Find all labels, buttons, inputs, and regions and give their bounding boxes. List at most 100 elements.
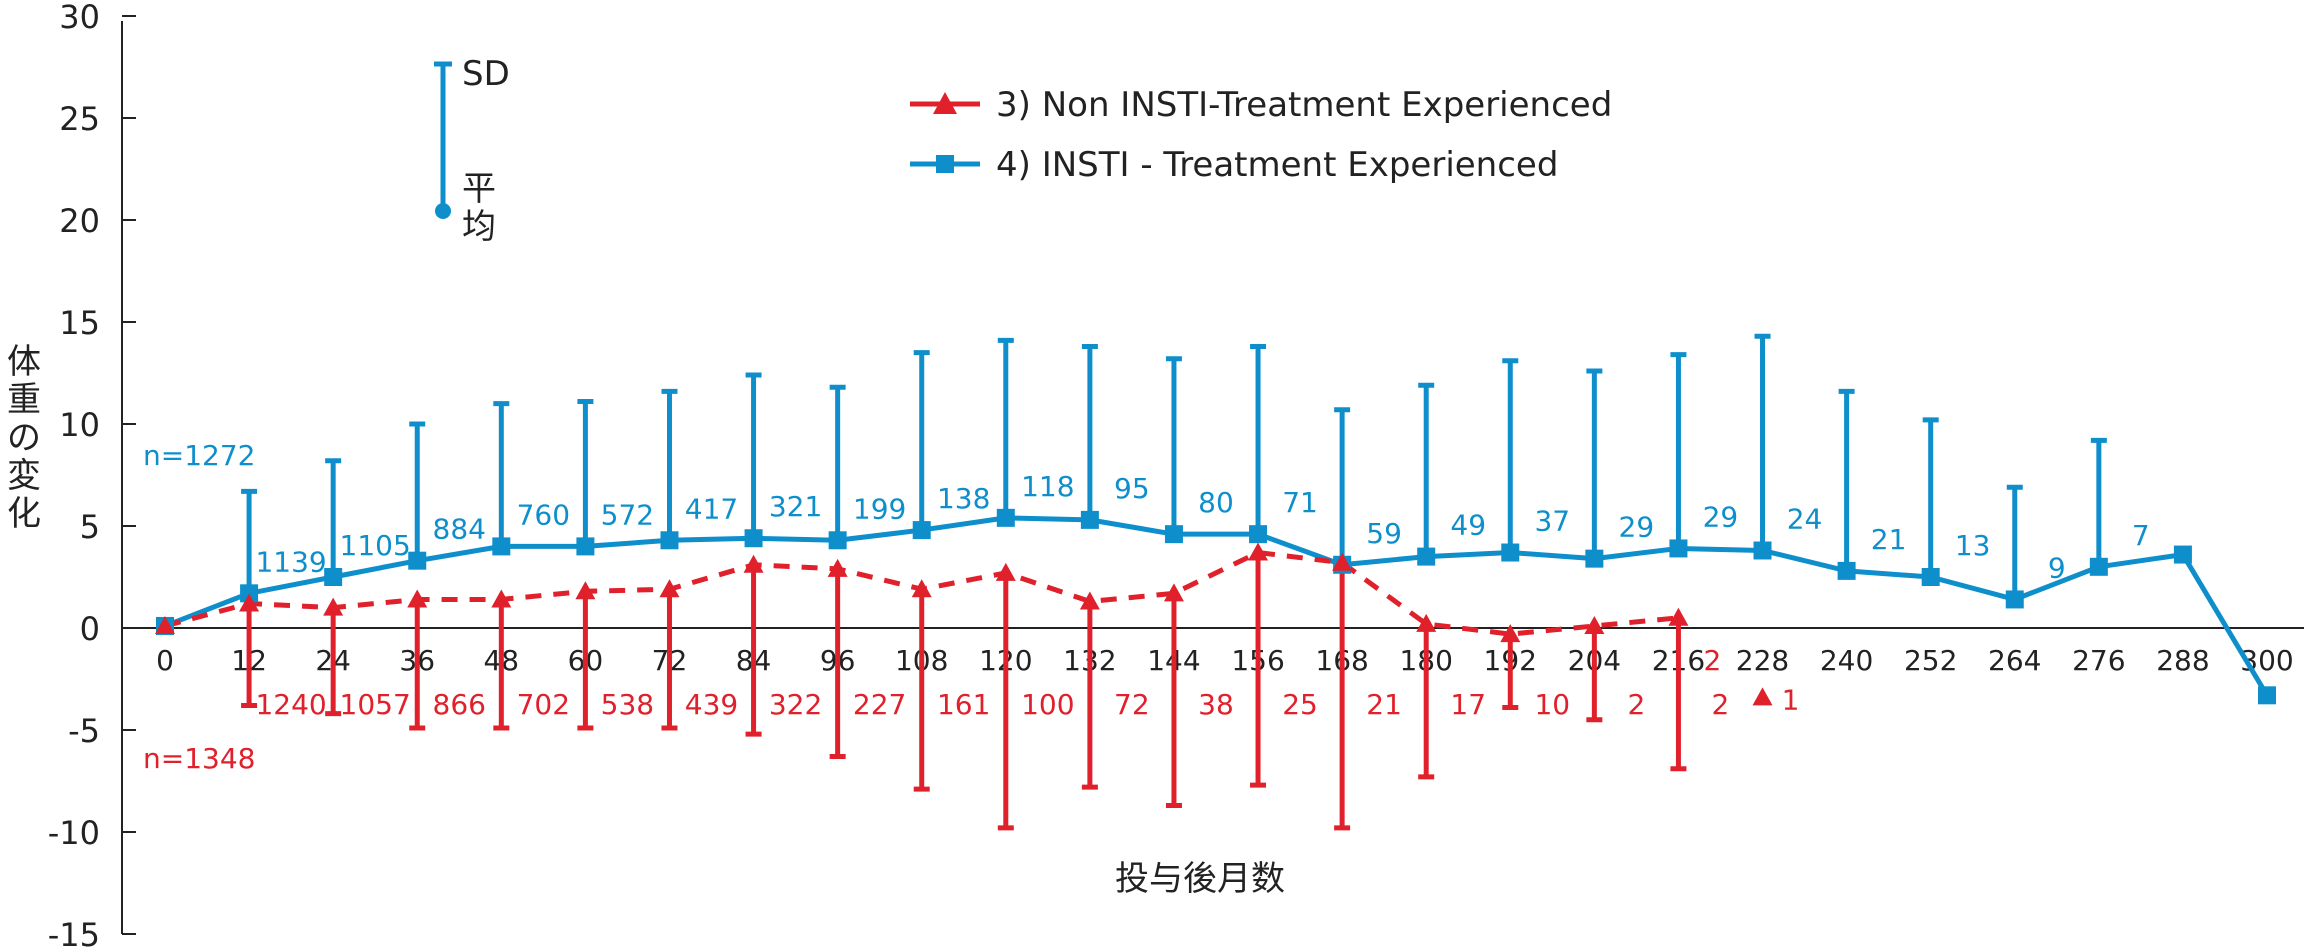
blue-count-label: 417 xyxy=(685,492,738,525)
red-triangle-marker xyxy=(911,579,932,598)
blue-count-label: 884 xyxy=(433,513,486,546)
blue-square-marker xyxy=(912,521,931,540)
y-tick-label: 30 xyxy=(59,0,100,36)
y-tick-label: -5 xyxy=(68,712,100,750)
red-triangle-marker xyxy=(1163,583,1184,602)
red-triangle-marker xyxy=(1332,552,1353,571)
blue-square-marker xyxy=(2173,545,2192,564)
blue-square-marker xyxy=(408,551,427,570)
red-triangle-marker xyxy=(1079,591,1100,610)
blue-square-marker xyxy=(1669,539,1688,558)
blue-count-label: 138 xyxy=(937,482,990,515)
red-count-label: 1240 xyxy=(255,688,326,721)
x-tick-label: 252 xyxy=(1904,644,1957,677)
red-count-label: 38 xyxy=(1198,688,1234,721)
red-count-label: 72 xyxy=(1114,688,1150,721)
red-triangle-marker-extra xyxy=(1752,687,1773,706)
blue-count-label: 1139 xyxy=(255,545,326,578)
blue-count-label: 199 xyxy=(853,492,906,525)
blue-square-marker xyxy=(660,531,679,550)
blue-square-marker xyxy=(1080,510,1099,529)
blue-square-marker xyxy=(2005,590,2024,609)
blue-square-marker xyxy=(1249,525,1268,544)
y-axis-title-char: 変 xyxy=(7,456,41,496)
blue-count-label: 59 xyxy=(1366,517,1402,550)
red-triangle-marker xyxy=(995,562,1016,581)
red-count-label: 25 xyxy=(1282,688,1318,721)
sd-legend-mean-char: 均 xyxy=(462,207,496,247)
blue-square-marker xyxy=(1585,549,1604,568)
blue-count-label: 29 xyxy=(1619,511,1655,544)
blue-count-label: 760 xyxy=(517,498,570,531)
markers-layer xyxy=(155,508,2276,706)
blue-count-label: 9 xyxy=(2048,551,2066,584)
blue-count-label: 1105 xyxy=(340,529,411,562)
red-triangle-marker xyxy=(155,615,175,634)
red-count-label: 1057 xyxy=(340,688,411,721)
x-tick-label: 0 xyxy=(156,644,174,677)
red-triangle-marker xyxy=(1500,624,1521,643)
blue-count-label: 13 xyxy=(1955,529,1991,562)
blue-square-marker xyxy=(1164,525,1183,544)
red-count-label: 10 xyxy=(1534,688,1570,721)
blue-square-marker xyxy=(744,529,763,548)
legend-label-insti: 4) INSTI - Treatment Experienced xyxy=(996,145,1558,185)
blue-square-marker xyxy=(492,537,511,556)
blue-count-label: 118 xyxy=(1021,470,1074,503)
blue-count-label: 7 xyxy=(2132,519,2150,552)
red-count-label: 2 xyxy=(1712,688,1730,721)
red-count-label: 161 xyxy=(937,688,990,721)
red-count-label: 21 xyxy=(1366,688,1402,721)
sd-legend-mean-label: 平均 xyxy=(462,169,496,247)
y-axis-title-char: 体 xyxy=(7,342,41,382)
n-label-insti: n=1272 xyxy=(143,439,255,472)
y-tick-label: -15 xyxy=(48,916,100,948)
blue-count-label: 80 xyxy=(1198,486,1234,519)
blue-square-marker xyxy=(1753,541,1772,560)
y-axis-title: 体重の変化 xyxy=(7,342,41,534)
red-triangle-marker xyxy=(1248,542,1269,561)
red-count-label-216-top: 2 xyxy=(1704,644,1722,677)
red-triangle-marker xyxy=(827,558,848,577)
red-triangle-marker xyxy=(743,554,764,573)
x-tick-label: 300 xyxy=(2240,644,2293,677)
blue-square-marker xyxy=(1921,568,1940,586)
y-tick-label: -10 xyxy=(48,814,100,852)
y-axis-title-char: 化 xyxy=(7,494,41,534)
blue-count-label: 37 xyxy=(1534,505,1570,538)
red-triangle-marker xyxy=(575,581,596,600)
sd-legend-sd-label: SD xyxy=(462,54,510,94)
y-tick-label: 0 xyxy=(80,610,100,648)
red-count-label: 439 xyxy=(685,688,738,721)
legend-label-non-insti: 3) Non INSTI-Treatment Experienced xyxy=(996,85,1612,125)
blue-count-label: 572 xyxy=(601,498,654,531)
y-tick-label: 15 xyxy=(59,304,100,342)
blue-square-marker xyxy=(324,568,343,586)
x-axis-title: 投与後月数 xyxy=(1115,859,1285,899)
red-triangle-marker xyxy=(1584,615,1605,634)
series-legend: 3) Non INSTI-Treatment Experienced 4) IN… xyxy=(910,85,1612,185)
sd-legend: SD 平均 xyxy=(434,54,510,247)
legend-square-marker xyxy=(936,155,954,173)
sd-legend-mean-char: 平 xyxy=(462,169,496,209)
red-triangle-marker xyxy=(491,589,512,608)
blue-square-marker xyxy=(1417,547,1436,566)
red-triangle-marker xyxy=(239,593,260,612)
blue-count-label: 29 xyxy=(1703,500,1739,533)
x-tick-label: 228 xyxy=(1736,644,1789,677)
sd-bars-layer xyxy=(241,333,2107,831)
red-count-label: 227 xyxy=(853,688,906,721)
blue-square-marker xyxy=(1501,543,1520,562)
blue-count-label: 24 xyxy=(1787,502,1823,535)
red-count-label: 100 xyxy=(1021,688,1074,721)
x-tick-label: 276 xyxy=(2072,644,2125,677)
legend-triangle-marker xyxy=(933,92,957,114)
red-count-label: 322 xyxy=(769,688,822,721)
blue-square-marker xyxy=(240,584,259,603)
axes-layer: 302520151050-5-10-1501224364860728496108… xyxy=(48,0,2304,948)
x-tick-label: 288 xyxy=(2156,644,2209,677)
sd-legend-mean-dot xyxy=(435,203,451,219)
red-triangle-marker xyxy=(1416,613,1437,632)
blue-square-marker xyxy=(2089,557,2108,576)
blue-square-marker xyxy=(1837,561,1856,580)
